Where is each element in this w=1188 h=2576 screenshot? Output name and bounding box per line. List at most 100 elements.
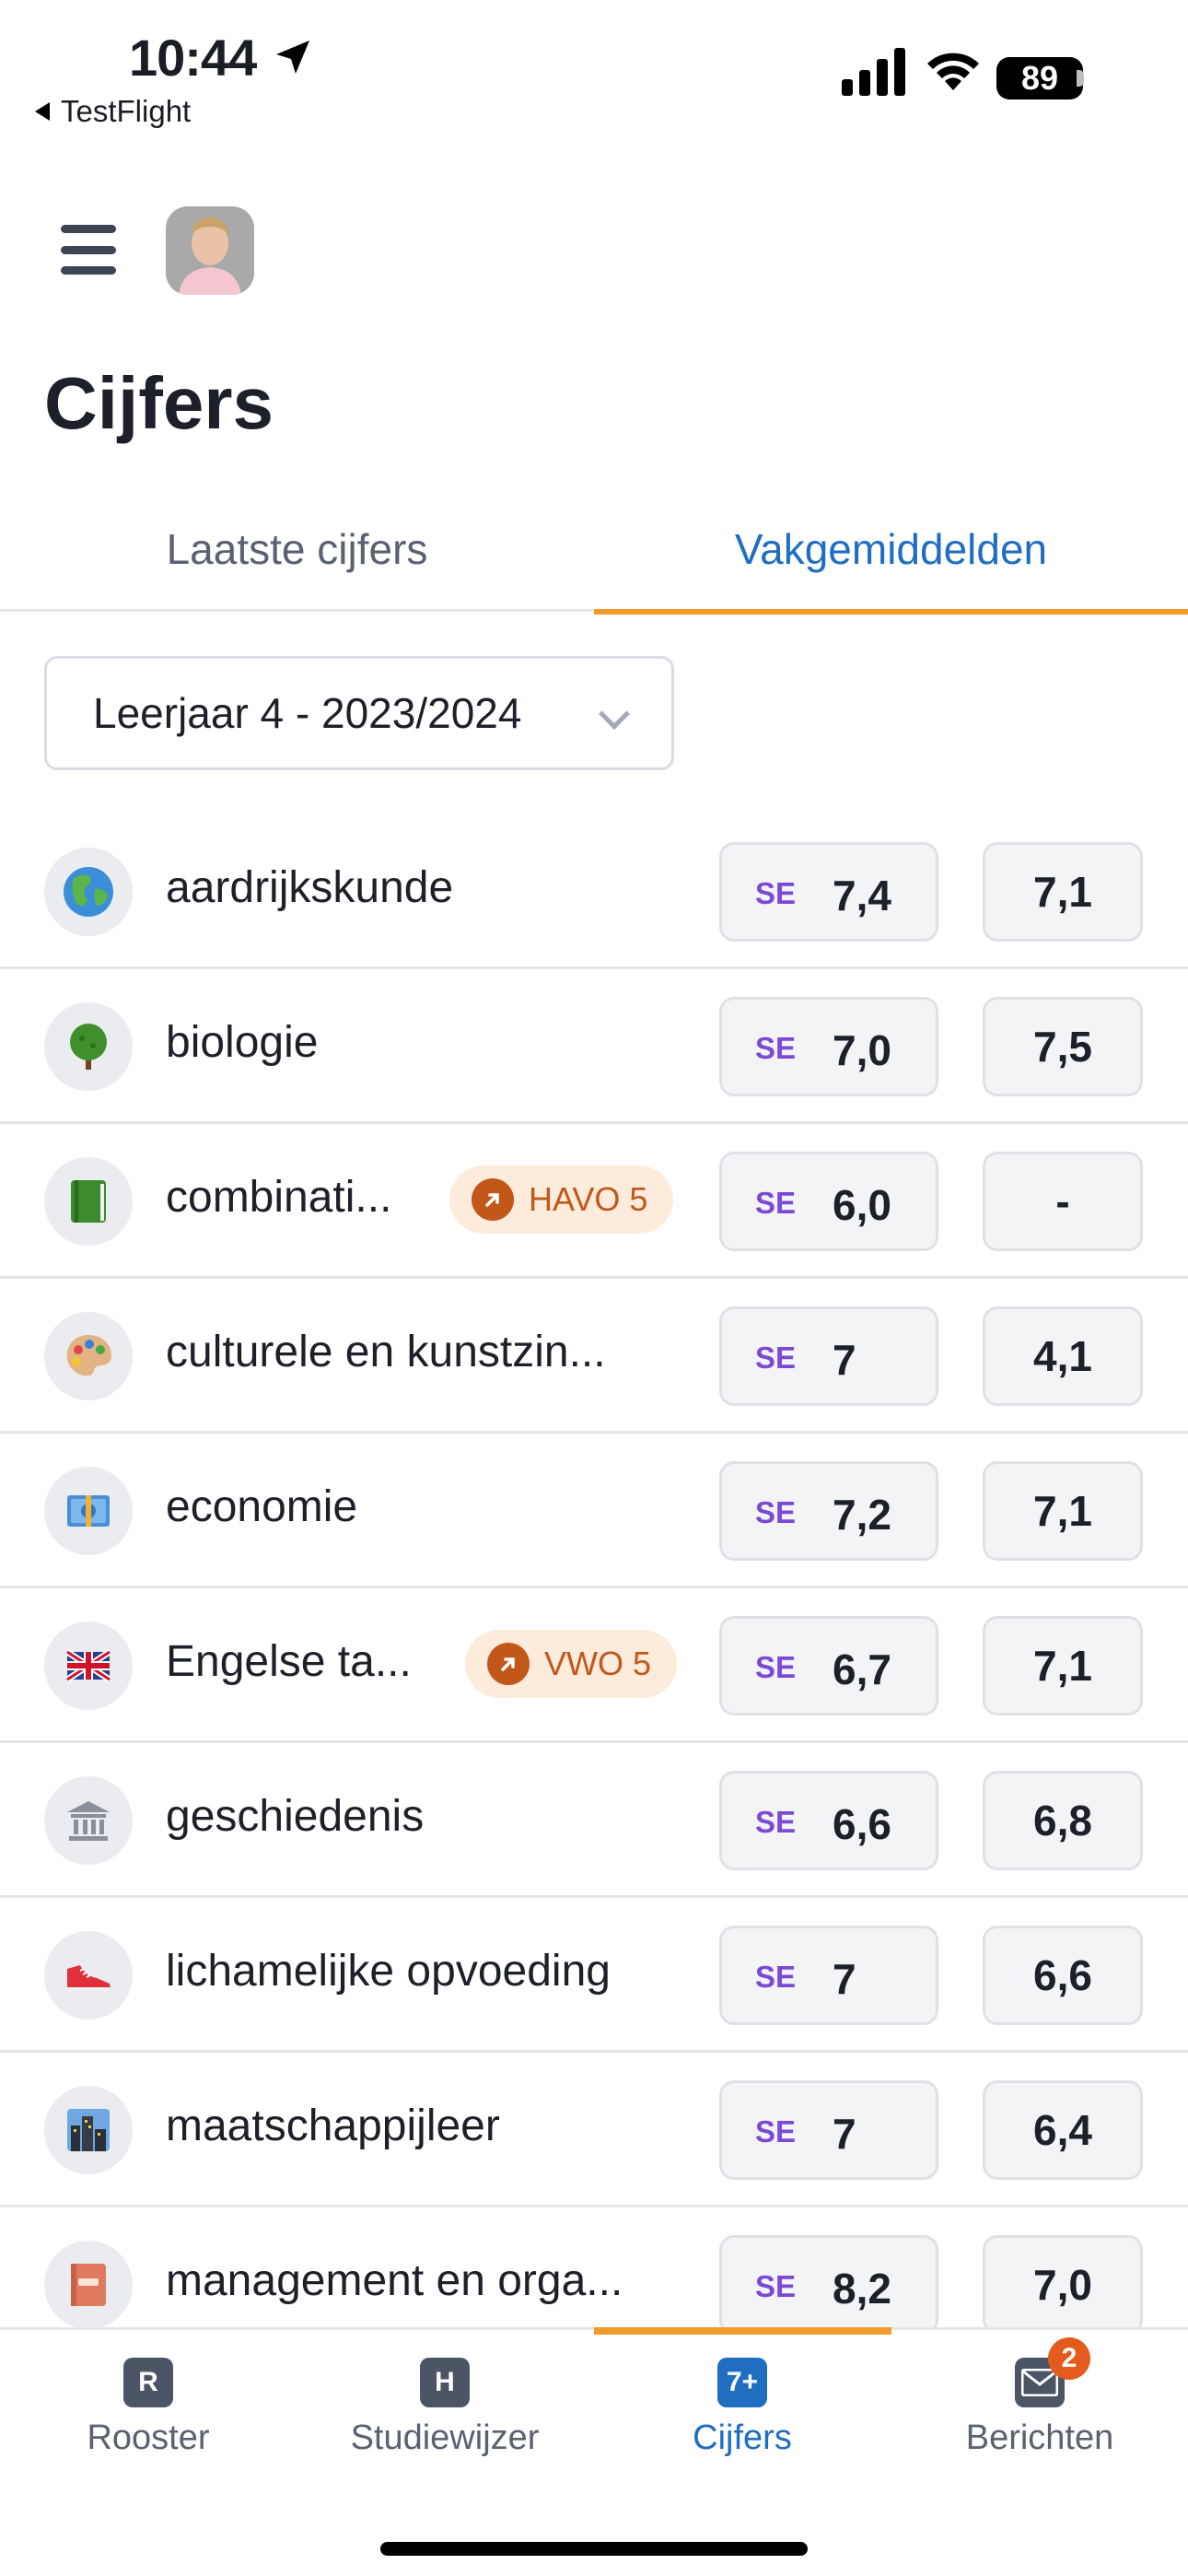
se-label: SE <box>755 1650 797 1684</box>
home-book-icon: H <box>420 2358 470 2407</box>
average-grade-button[interactable]: 7,1 <box>983 842 1143 942</box>
se-grade: 7 <box>833 1336 856 1384</box>
se-label: SE <box>755 876 797 910</box>
bottom-nav: R Rooster H Studiewijzer 7+ Cijfers 2 Be… <box>0 2327 1188 2576</box>
back-to-app-link[interactable]: TestFlight <box>35 94 191 129</box>
nav-label: Studiewijzer <box>350 2418 540 2457</box>
list-item[interactable]: aardrijkskunde SE 7,4 7,1 <box>0 814 1188 969</box>
se-grade: 6,7 <box>833 1645 891 1693</box>
se-label: SE <box>755 2114 797 2149</box>
average-grade-button[interactable]: 6,6 <box>983 1926 1143 2025</box>
se-grade-button[interactable]: SE 6,6 <box>719 1771 938 1870</box>
se-grade: 7,2 <box>833 1491 891 1539</box>
status-bar: 10:44 TestFlight 89 <box>0 0 1188 138</box>
list-item[interactable]: lichamelijke opvoeding SE 7 6,6 <box>0 1898 1188 2053</box>
calendar-icon: R <box>123 2358 173 2407</box>
average-grade-button[interactable]: 7,1 <box>983 1616 1143 1715</box>
average-grade-button[interactable]: 7,1 <box>983 1461 1143 1561</box>
palette-icon <box>44 1312 133 1400</box>
nav-label: Rooster <box>87 2418 210 2457</box>
se-grade-button[interactable]: SE 7 <box>719 1306 938 1406</box>
nav-berichten[interactable]: 2 Berichten <box>891 2337 1188 2458</box>
subject-name: economie <box>166 1482 358 1531</box>
list-item[interactable]: maatschappijleer SE 7 6,4 <box>0 2053 1188 2207</box>
subject-list: aardrijkskunde SE 7,4 7,1 biologie SE 7,… <box>0 814 1188 2362</box>
se-grade-button[interactable]: SE 6,7 <box>719 1616 938 1715</box>
back-app-label: TestFlight <box>61 94 192 128</box>
se-grade: 8,2 <box>833 2265 891 2313</box>
list-item[interactable]: culturele en kunstzin... SE 7 4,1 <box>0 1279 1188 1434</box>
subject-name: combinati... <box>166 1173 392 1222</box>
envelope-icon: 2 <box>1015 2337 1090 2407</box>
back-triangle-icon <box>35 102 50 121</box>
average-grade-button[interactable]: 6,4 <box>983 2080 1143 2180</box>
se-grade: 7,0 <box>833 1026 891 1074</box>
se-label: SE <box>755 1805 797 1839</box>
average-grade-button[interactable]: 4,1 <box>983 1306 1143 1406</box>
year-select-value: Leerjaar 4 - 2023/2024 <box>93 689 522 737</box>
location-arrow-icon <box>276 41 309 74</box>
subject-name: management en orga... <box>166 2256 623 2305</box>
se-grade-button[interactable]: SE 8,2 <box>719 2235 938 2335</box>
average-grade-button[interactable]: - <box>983 1152 1143 1251</box>
nav-rooster[interactable]: R Rooster <box>0 2358 297 2458</box>
battery-level: 89 <box>1020 59 1059 97</box>
se-grade-button[interactable]: SE 7,4 <box>719 842 938 942</box>
grades-icon: 7+ <box>717 2358 767 2407</box>
chevron-down-icon <box>599 698 630 730</box>
se-label: SE <box>755 1341 797 1375</box>
tab-vakgemiddelden[interactable]: Vakgemiddelden <box>594 498 1188 615</box>
subject-name: Engelse ta... <box>166 1637 412 1686</box>
se-grade: 6,6 <box>833 1800 891 1848</box>
list-item[interactable]: geschiedenis SE 6,6 6,8 <box>0 1743 1188 1898</box>
list-item[interactable]: Engelse ta... VWO 5 SE 6,7 7,1 <box>0 1588 1188 1743</box>
average-grade-button[interactable]: 6,8 <box>983 1771 1143 1870</box>
subject-name: culturele en kunstzin... <box>166 1328 606 1376</box>
nav-cijfers[interactable]: 7+ Cijfers <box>594 2358 891 2458</box>
se-grade: 6,0 <box>833 1181 891 1229</box>
page-title: Cijfers <box>44 362 274 444</box>
se-label: SE <box>755 1031 797 1065</box>
menu-icon[interactable] <box>61 225 116 275</box>
tab-laatste-cijfers[interactable]: Laatste cijfers <box>166 525 428 573</box>
nav-label: Cijfers <box>693 2418 792 2457</box>
battery-cap <box>1077 70 1084 87</box>
average-grade-button[interactable]: 7,5 <box>983 997 1143 1096</box>
se-grade-button[interactable]: SE 7,0 <box>719 997 938 1096</box>
avatar[interactable] <box>166 206 254 295</box>
list-item[interactable]: biologie SE 7,0 7,5 <box>0 969 1188 1124</box>
se-grade-button[interactable]: SE 7 <box>719 1926 938 2025</box>
arrow-up-right-icon <box>487 1643 530 1685</box>
subject-name: aardrijkskunde <box>166 863 454 912</box>
list-item[interactable]: combinati... HAVO 5 SE 6,0 - <box>0 1124 1188 1279</box>
se-grade-button[interactable]: SE 6,0 <box>719 1152 938 1251</box>
book-icon <box>44 1157 133 1246</box>
home-indicator[interactable] <box>380 2542 808 2556</box>
cellular-signal-icon <box>842 48 905 96</box>
battery-indicator: 89 <box>996 57 1083 100</box>
average-grade-button[interactable]: 7,0 <box>983 2235 1143 2335</box>
se-grade-button[interactable]: SE 7,2 <box>719 1461 938 1561</box>
nav-studiewijzer[interactable]: H Studiewijzer <box>297 2358 593 2458</box>
subject-name: biologie <box>166 1018 319 1067</box>
badge-label: VWO 5 <box>544 1645 652 1682</box>
level-badge: VWO 5 <box>465 1630 678 1698</box>
tab-bar: Laatste cijfers Vakgemiddelden <box>0 498 1188 615</box>
se-label: SE <box>755 1186 797 1220</box>
se-label: SE <box>755 2269 797 2303</box>
se-grade-button[interactable]: SE 7 <box>719 2080 938 2180</box>
wifi-icon <box>927 53 979 90</box>
list-item[interactable]: management en orga... SE 8,2 7,0 <box>0 2207 1188 2362</box>
subject-name: maatschappijleer <box>166 2102 500 2150</box>
level-badge: HAVO 5 <box>449 1165 674 1234</box>
subject-name: lichamelijke opvoeding <box>166 1947 611 1996</box>
list-item[interactable]: economie SE 7,2 7,1 <box>0 1434 1188 1588</box>
se-grade: 7,4 <box>833 872 891 919</box>
se-label: SE <box>755 1960 797 1994</box>
nav-label: Berichten <box>965 2418 1114 2457</box>
year-select-dropdown[interactable]: Leerjaar 4 - 2023/2024 <box>44 656 674 770</box>
se-grade: 7 <box>833 1955 856 2003</box>
globe-icon <box>44 848 133 936</box>
badge-label: HAVO 5 <box>529 1180 648 1218</box>
arrow-up-right-icon <box>472 1178 514 1221</box>
